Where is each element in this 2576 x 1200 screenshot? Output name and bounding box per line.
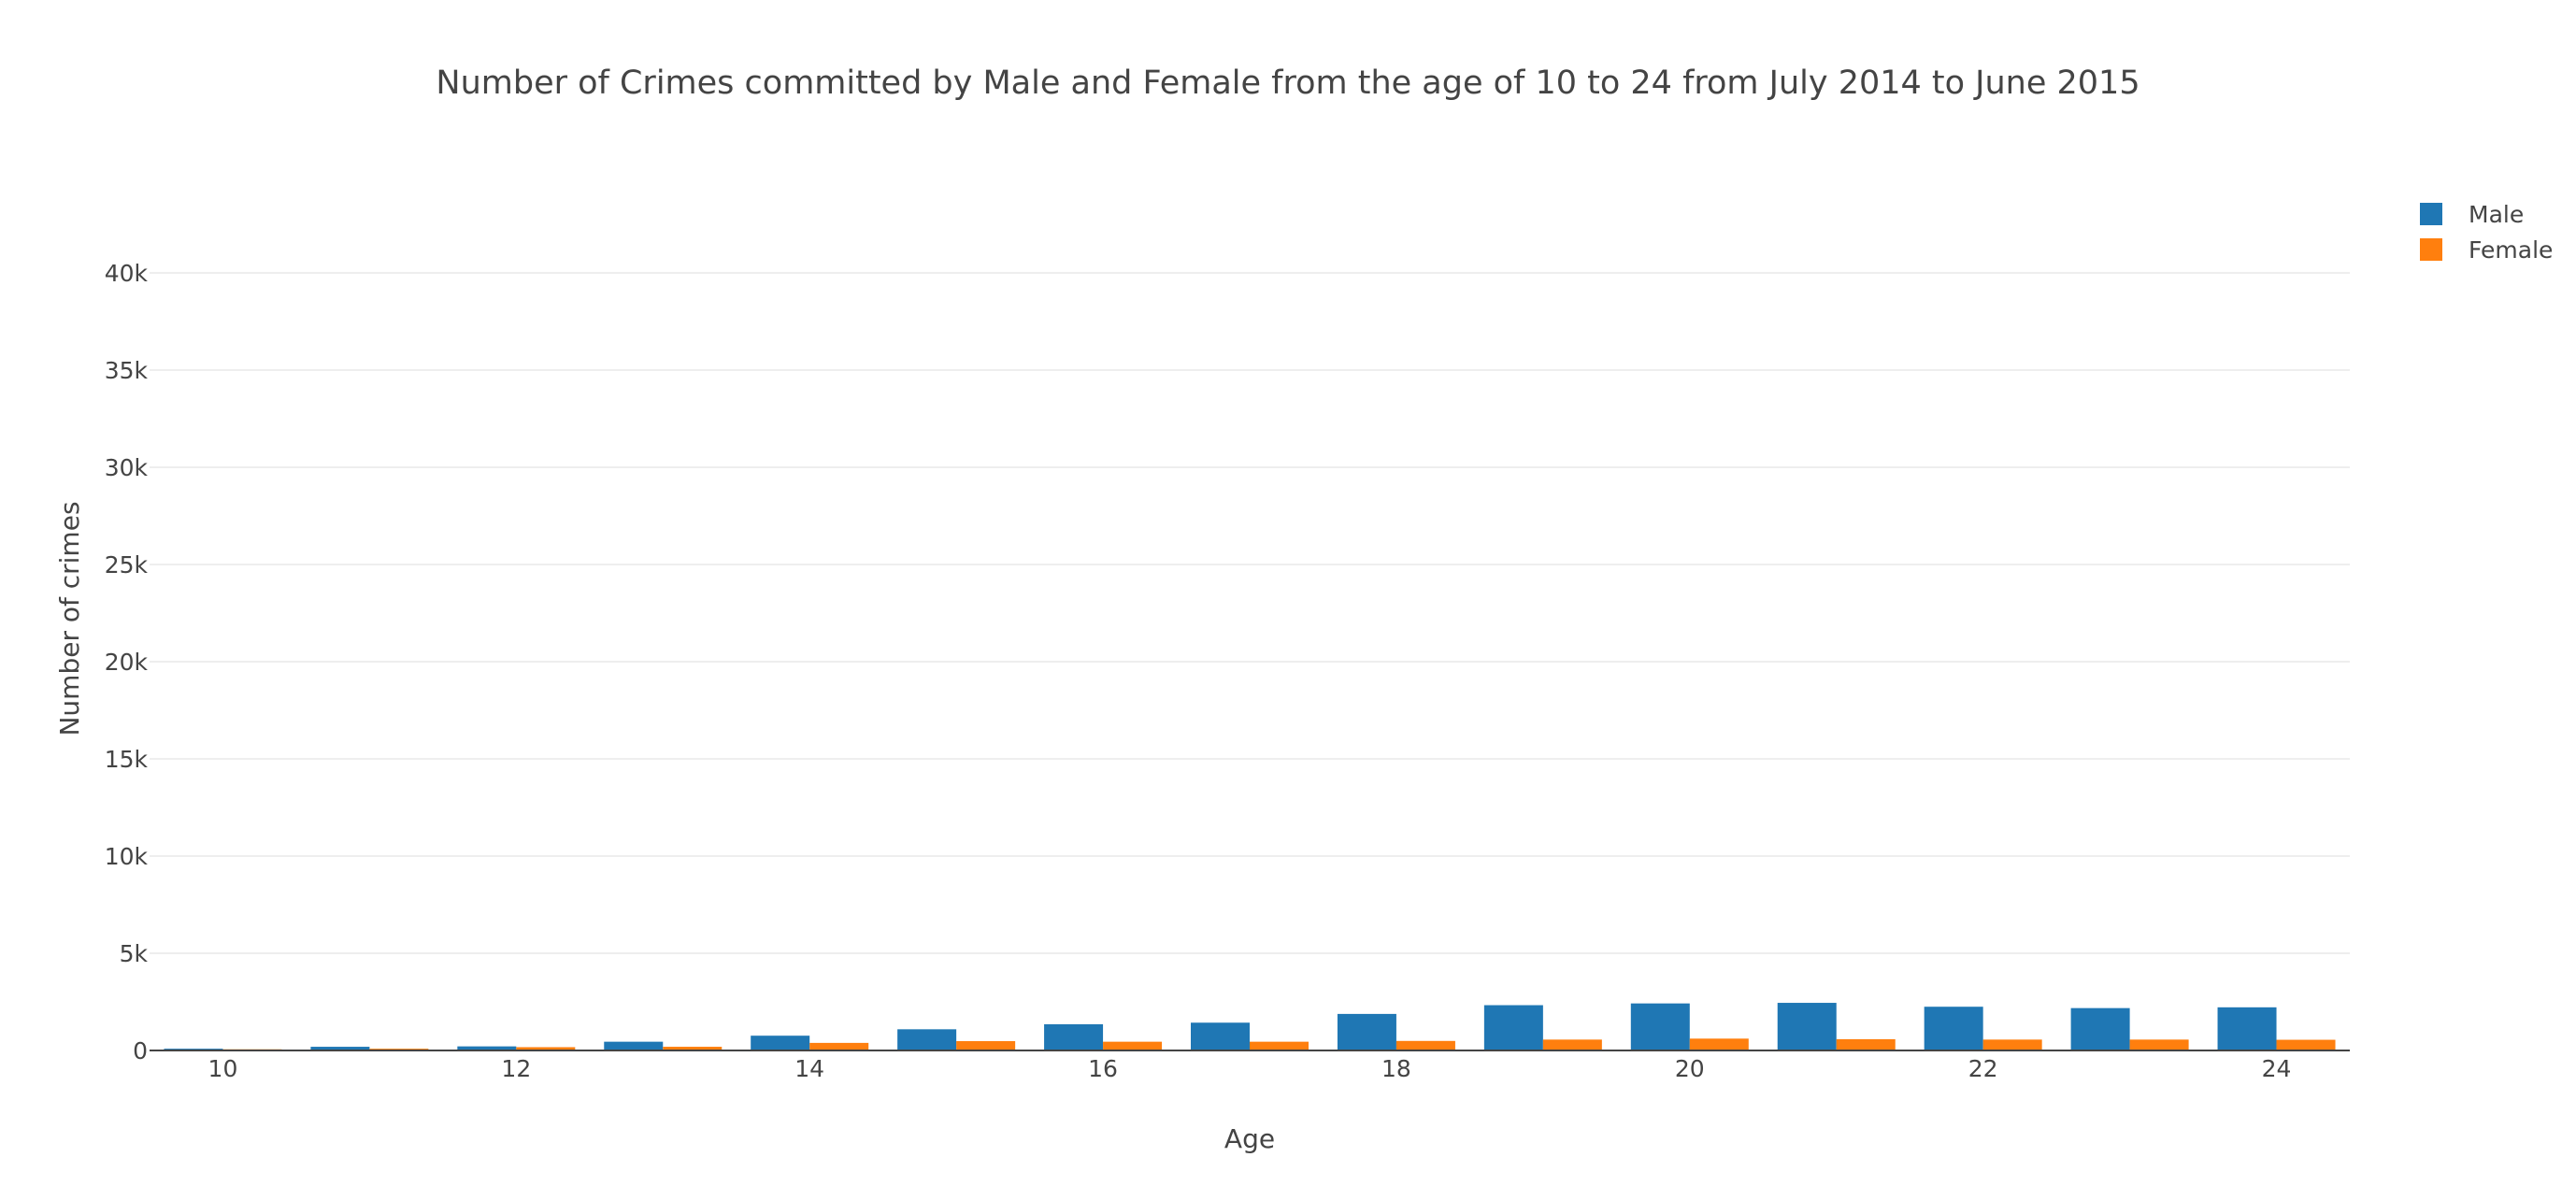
x-tick-label: 12 [501, 1055, 531, 1082]
legend-swatch-male[interactable] [2420, 203, 2442, 225]
bar-female-age-14[interactable] [809, 1042, 869, 1050]
y-tick-label: 25k [105, 551, 149, 579]
bar-female-age-18[interactable] [1395, 1040, 1455, 1050]
y-gridlines [150, 272, 2350, 954]
bar-male-age-21[interactable] [1777, 1003, 1837, 1050]
y-tick-label: 5k [120, 940, 149, 967]
y-tick-label: 10k [105, 843, 149, 870]
bar-female-age-12[interactable] [516, 1047, 576, 1050]
bar-male-age-24[interactable] [2217, 1007, 2277, 1050]
bar-female-age-16[interactable] [1103, 1041, 1163, 1050]
bar-male-age-15[interactable] [897, 1029, 957, 1050]
bar-female-age-19[interactable] [1542, 1039, 1602, 1050]
x-tick-label: 10 [208, 1055, 238, 1082]
chart-title: Number of Crimes committed by Male and F… [436, 64, 2140, 102]
legend-label-female[interactable]: Female [2469, 236, 2553, 264]
bar-male-age-12[interactable] [457, 1046, 517, 1050]
x-tick-label: 14 [794, 1055, 824, 1082]
x-tick-label: 24 [2262, 1055, 2292, 1082]
y-tick-label: 15k [105, 746, 149, 773]
bar-female-age-17[interactable] [1250, 1041, 1309, 1050]
bar-female-age-20[interactable] [1689, 1038, 1749, 1050]
bar-male-age-18[interactable] [1337, 1013, 1396, 1050]
bar-male-age-16[interactable] [1044, 1023, 1104, 1050]
y-tick-label: 0 [133, 1037, 148, 1064]
y-tick-labels: 0 5k 10k 15k 20k 25k 30k 35k 40k [105, 260, 149, 1064]
x-tick-label: 22 [1968, 1055, 1998, 1082]
bar-male-age-23[interactable] [2070, 1007, 2130, 1050]
y-tick-label: 20k [105, 649, 149, 676]
bar-male-age-22[interactable] [1924, 1007, 1983, 1050]
legend-label-male[interactable]: Male [2469, 201, 2524, 228]
bar-male-age-19[interactable] [1483, 1005, 1543, 1050]
y-tick-label: 30k [105, 454, 149, 481]
bar-female-age-21[interactable] [1836, 1038, 1896, 1050]
legend[interactable]: Male Female [2420, 201, 2553, 264]
x-tick-label: 20 [1675, 1055, 1705, 1082]
x-tick-label: 16 [1088, 1055, 1118, 1082]
bars[interactable] [164, 1003, 2336, 1050]
bar-male-age-17[interactable] [1191, 1022, 1250, 1050]
bar-male-age-14[interactable] [751, 1036, 810, 1050]
legend-swatch-female[interactable] [2420, 238, 2442, 261]
x-tick-label: 18 [1381, 1055, 1411, 1082]
bar-female-age-13[interactable] [663, 1047, 723, 1050]
x-tick-labels: 10 12 14 16 18 20 22 24 [208, 1055, 2292, 1082]
bar-female-age-24[interactable] [2276, 1039, 2336, 1050]
x-axis-title: Age [1224, 1123, 1275, 1154]
y-tick-label: 35k [105, 357, 149, 384]
bar-male-age-13[interactable] [604, 1041, 664, 1050]
bar-female-age-22[interactable] [1982, 1039, 2042, 1050]
bar-male-age-20[interactable] [1630, 1003, 1690, 1050]
y-tick-label: 40k [105, 260, 149, 287]
bar-female-age-23[interactable] [2129, 1039, 2189, 1050]
bar-male-age-11[interactable] [310, 1047, 370, 1050]
y-axis-title: Number of crimes [54, 501, 85, 736]
bar-female-age-15[interactable] [956, 1041, 1016, 1050]
